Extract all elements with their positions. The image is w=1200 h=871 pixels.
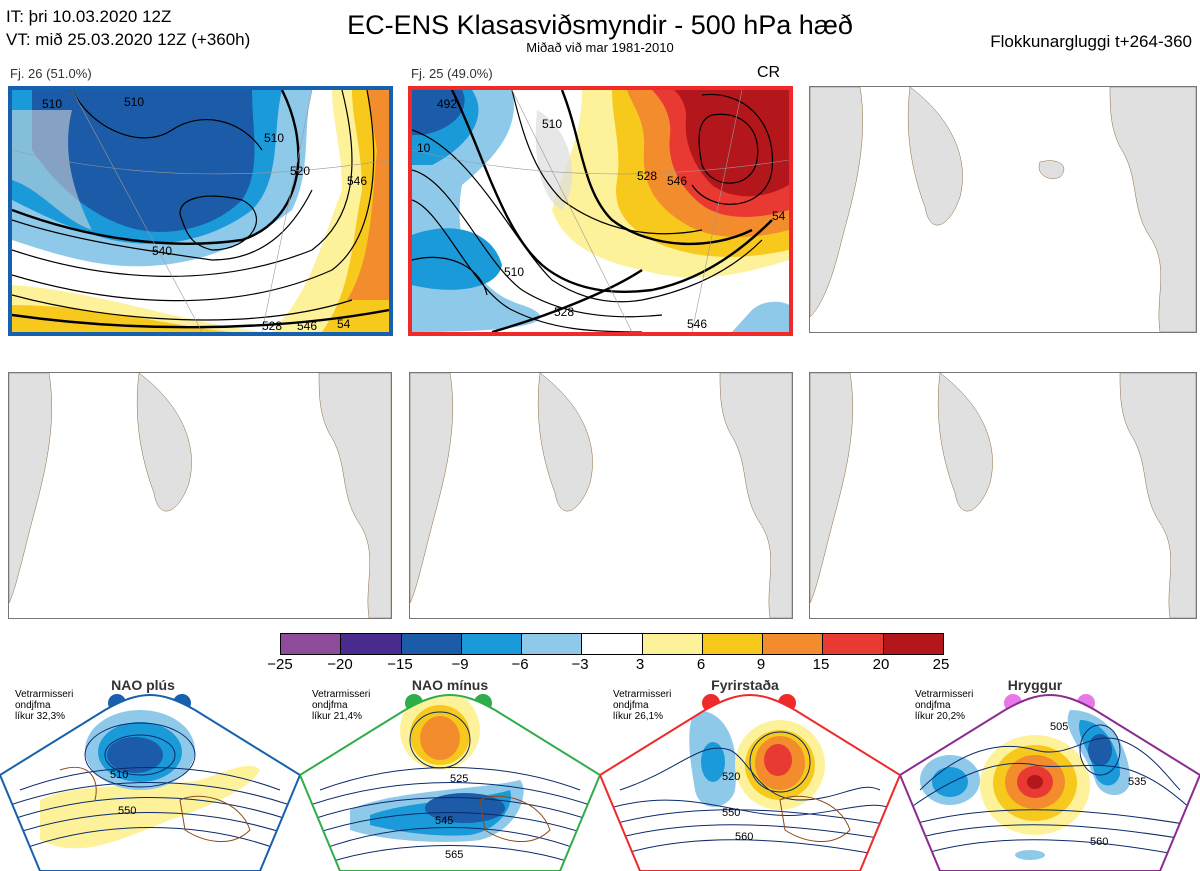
- regime-4-note: Vetrarmisseri ondjfma líkur 20,2%: [915, 689, 995, 722]
- contour-label: 510: [504, 265, 524, 279]
- regime-1-note: Vetrarmisseri ondjfma líkur 32,3%: [15, 689, 95, 722]
- colorbar-tick: −3: [571, 656, 589, 673]
- regime-note-line: Vetrarmisseri: [15, 689, 74, 700]
- contour-label: 54: [337, 317, 351, 331]
- contour-label: 510: [264, 131, 284, 145]
- regime-3-map: 520 550 560: [600, 694, 900, 871]
- colorbar-swatch: [642, 634, 703, 654]
- contour-label: 550: [722, 807, 740, 819]
- regime-4-name: Hryggur: [1007, 677, 1063, 693]
- contour-label: 565: [445, 849, 463, 861]
- contour-label: 546: [297, 319, 317, 332]
- colorbar-swatch: [461, 634, 523, 654]
- page-title: EC-ENS Klasasviðsmyndir - 500 hPa hæð: [347, 10, 853, 40]
- cluster-2-tag: CR: [757, 64, 781, 81]
- contour-label: 550: [118, 805, 136, 817]
- colorbar-swatch: [281, 634, 342, 654]
- regime-3-note: Vetrarmisseri ondjfma líkur 26,1%: [613, 689, 693, 722]
- contour-label: 528: [262, 319, 282, 332]
- colorbar-swatch: [582, 634, 643, 654]
- contour-label: 510: [42, 97, 62, 111]
- regime-note-line: ondjfma: [613, 700, 649, 711]
- contour-label: 528: [637, 169, 657, 183]
- colorbar-swatch: [401, 634, 462, 654]
- colorbar-tick: 15: [812, 656, 830, 673]
- empty-map-panel: [8, 372, 392, 619]
- colorbar-swatch: [763, 634, 824, 654]
- contour-label: 510: [110, 769, 128, 781]
- colorbar-swatch: [341, 634, 402, 654]
- regime-4-map: 505 535 560: [900, 694, 1200, 871]
- colorbar-tick: −15: [387, 656, 413, 673]
- colorbar-tick: −20: [327, 656, 353, 673]
- regime-note-line: ondjfma: [915, 700, 951, 711]
- contour-label: 560: [1090, 836, 1108, 848]
- colorbar-tick: −9: [451, 656, 469, 673]
- page-subtitle: Miðað við mar 1981-2010: [526, 40, 674, 55]
- colorbar-tick: 3: [635, 656, 645, 673]
- regime-note-line: Vetrarmisseri: [915, 689, 974, 700]
- regime-note-line: líkur 32,3%: [15, 711, 66, 722]
- contour-label: 546: [687, 317, 707, 331]
- contour-label: 545: [435, 815, 453, 827]
- contour-label: 510: [124, 95, 144, 109]
- regime-note-line: ondjfma: [312, 700, 348, 711]
- colorbar-tick: 9: [756, 656, 766, 673]
- contour-label: 528: [554, 305, 574, 319]
- regime-note-line: Vetrarmisseri: [613, 689, 672, 700]
- contour-label: 546: [347, 174, 367, 188]
- cluster-1-map: 510 510 520 540 546 510 528 546 54: [8, 86, 393, 336]
- cluster-1-label: Fj. 26 (51.0%): [10, 66, 92, 81]
- regime-note-line: ondjfma: [15, 700, 51, 711]
- empty-map-panel: [809, 372, 1197, 619]
- cluster-2-label: Fj. 25 (49.0%): [411, 66, 493, 81]
- regime-note-line: líkur 21,4%: [312, 711, 363, 722]
- regime-2-note: Vetrarmisseri ondjfma líkur 21,4%: [312, 689, 392, 722]
- contour-label: 54: [772, 209, 786, 223]
- regime-1-name: NAO plús: [111, 677, 175, 693]
- colorbar-swatch: [883, 634, 943, 654]
- contour-label: 10: [417, 141, 431, 155]
- colorbar-swatch: [522, 634, 583, 654]
- valid-time: VT: mið 25.03.2020 12Z (+360h): [6, 30, 251, 49]
- regime-1-map: 510 550: [0, 694, 300, 871]
- colorbar-tick: 6: [696, 656, 706, 673]
- initial-time: IT: þri 10.03.2020 12Z: [6, 7, 172, 26]
- anomaly-colorbar: [280, 633, 944, 655]
- empty-map-panel: [409, 372, 793, 619]
- cluster-2-map: 492 10 510 528 546 510 528 546 54: [408, 86, 793, 336]
- contour-label: 510: [542, 117, 562, 131]
- contour-label: 535: [1128, 776, 1146, 788]
- colorbar-tick: −25: [267, 656, 293, 673]
- regime-3-name: Fyrirstaða: [711, 677, 779, 693]
- regime-2-map: 525 545 565: [300, 694, 600, 871]
- regime-2-name: NAO mínus: [411, 677, 489, 693]
- colorbar-tick: 25: [932, 656, 950, 673]
- contour-label: 546: [667, 174, 687, 188]
- colorbar-swatch: [702, 634, 764, 654]
- regime-note-line: Vetrarmisseri: [312, 689, 371, 700]
- classification-window: Flokkunargluggi t+264-360: [990, 32, 1192, 51]
- contour-label: 520: [722, 771, 740, 783]
- empty-map-panel: [809, 86, 1197, 333]
- regime-note-line: líkur 20,2%: [915, 711, 966, 722]
- colorbar-tick: −6: [511, 656, 529, 673]
- contour-label: 492: [437, 97, 457, 111]
- colorbar-tick: 20: [872, 656, 890, 673]
- contour-label: 560: [735, 831, 753, 843]
- contour-label: 540: [152, 244, 172, 258]
- contour-label: 505: [1050, 721, 1068, 733]
- colorbar-swatch: [823, 634, 884, 654]
- contour-label: 520: [290, 164, 310, 178]
- regime-note-line: líkur 26,1%: [613, 711, 664, 722]
- contour-label: 525: [450, 773, 468, 785]
